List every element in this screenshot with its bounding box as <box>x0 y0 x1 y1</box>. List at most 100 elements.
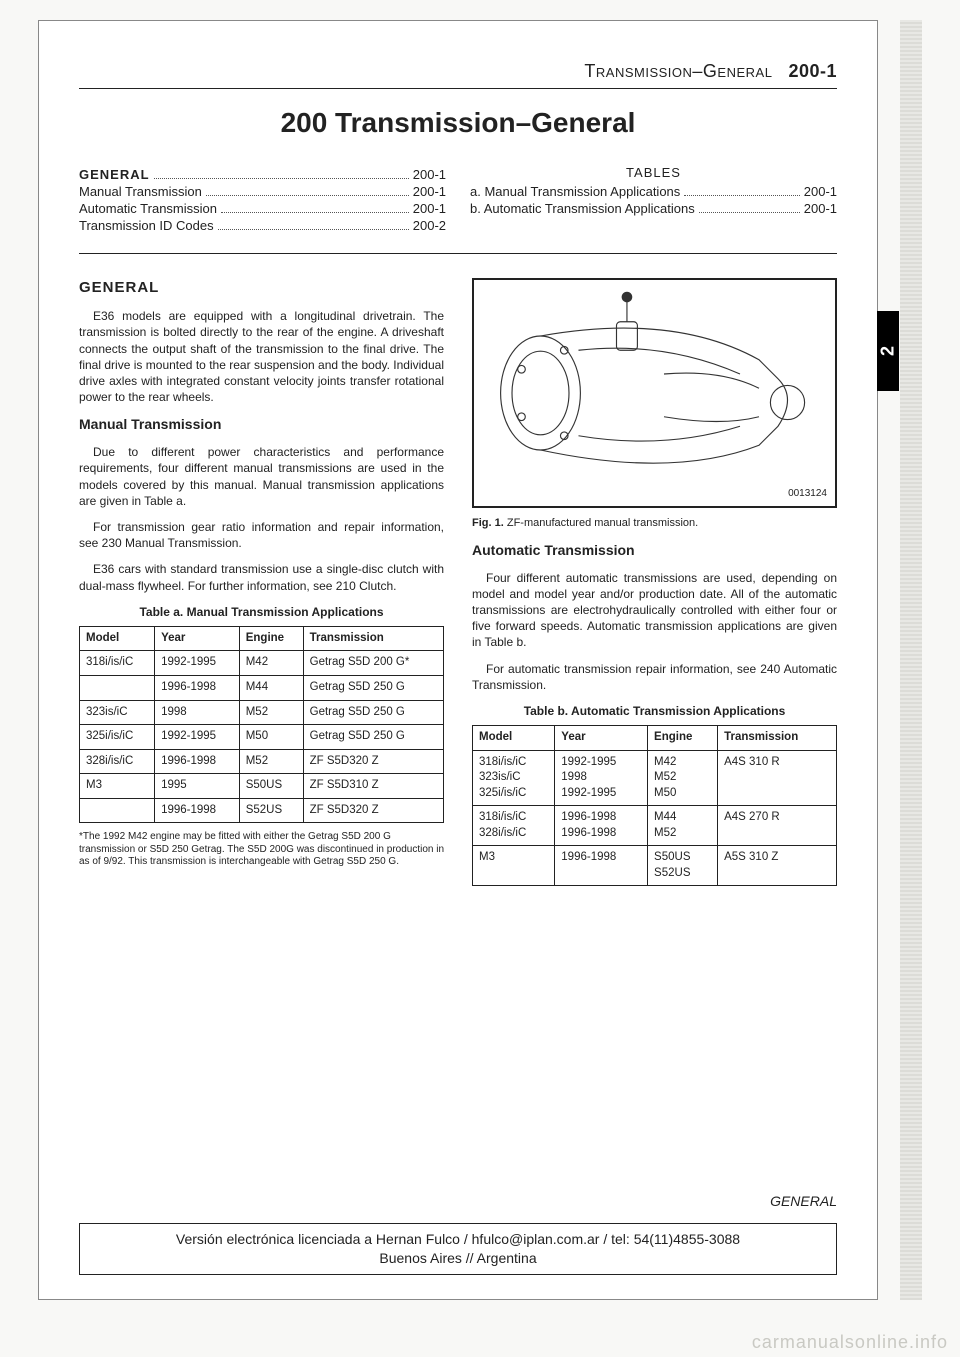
table-cell: 1996-1998 <box>155 749 240 774</box>
table-cell: Getrag S5D 200 G* <box>303 651 443 676</box>
license-box: Versión electrónica licenciada a Hernan … <box>79 1223 837 1275</box>
table-header: Transmission <box>718 726 837 751</box>
left-column: GENERAL E36 models are equipped with a l… <box>79 278 444 894</box>
table-row: 328i/is/iC1996-1998M52ZF S5D320 Z <box>80 749 444 774</box>
table-cell: M52 <box>239 749 303 774</box>
footer-section-label: GENERAL <box>770 1193 837 1209</box>
figure-id: 0013124 <box>788 487 827 501</box>
license-line-2: Buenos Aires // Argentina <box>88 1249 828 1268</box>
table-cell: S50US <box>239 774 303 799</box>
table-header: Engine <box>239 626 303 651</box>
table-cell: M50 <box>239 725 303 750</box>
table-b: Model Year Engine Transmission 318i/is/i… <box>472 725 837 886</box>
table-row: 318i/is/iC1992-1995M42Getrag S5D 200 G* <box>80 651 444 676</box>
table-cell: 1996-1998 <box>155 675 240 700</box>
subheading-manual: Manual Transmission <box>79 415 444 434</box>
table-row: 318i/is/iC 328i/is/iC1996-1998 1996-1998… <box>473 806 837 846</box>
toc-item: Automatic Transmission <box>79 201 217 216</box>
toc-item: b. Automatic Transmission Applications <box>470 201 695 216</box>
right-column: 0013124 Fig. 1. ZF-manufactured manual t… <box>472 278 837 894</box>
table-cell: 1995 <box>155 774 240 799</box>
table-cell: ZF S5D310 Z <box>303 774 443 799</box>
table-a-title: Table a. Manual Transmission Application… <box>79 604 444 620</box>
table-a-footnote: The 1992 M42 engine may be fitted with e… <box>79 831 444 869</box>
table-cell: M3 <box>473 846 555 886</box>
table-cell: 1992-1995 1998 1992-1995 <box>555 750 648 806</box>
transmission-illustration-icon <box>474 280 835 506</box>
table-cell: 318i/is/iC <box>80 651 155 676</box>
table-header: Model <box>473 726 555 751</box>
table-row: 318i/is/iC 323is/iC 325i/is/iC1992-1995 … <box>473 750 837 806</box>
page: Transmission–General 200-1 200 Transmiss… <box>38 20 878 1300</box>
header-section: Transmission–General <box>584 61 772 82</box>
table-header: Year <box>155 626 240 651</box>
table-header: Engine <box>648 726 718 751</box>
table-header: Transmission <box>303 626 443 651</box>
table-cell: 328i/is/iC <box>80 749 155 774</box>
table-row: M31995S50USZF S5D310 Z <box>80 774 444 799</box>
running-header: Transmission–General 200-1 <box>79 61 837 89</box>
table-cell: Getrag S5D 250 G <box>303 700 443 725</box>
scan-artifact <box>900 20 922 1300</box>
table-cell: ZF S5D320 Z <box>303 749 443 774</box>
table-cell: 1996-1998 1996-1998 <box>555 806 648 846</box>
table-b-title: Table b. Automatic Transmission Applicat… <box>472 703 837 719</box>
paragraph: Four different automatic transmissions a… <box>472 570 837 651</box>
table-row: 1996-1998S52USZF S5D320 Z <box>80 798 444 823</box>
header-page: 200-1 <box>788 61 837 82</box>
table-cell: 325i/is/iC <box>80 725 155 750</box>
table-cell: 318i/is/iC 328i/is/iC <box>473 806 555 846</box>
table-header: Year <box>555 726 648 751</box>
table-cell: S52US <box>239 798 303 823</box>
figure-1: 0013124 <box>472 278 837 508</box>
table-a: Model Year Engine Transmission 318i/is/i… <box>79 626 444 823</box>
section-tab: 2 <box>877 311 899 391</box>
paragraph: E36 models are equipped with a longitudi… <box>79 308 444 405</box>
table-cell <box>80 675 155 700</box>
table-cell: M44 <box>239 675 303 700</box>
section-heading-general: GENERAL <box>79 278 444 298</box>
toc-item: a. Manual Transmission Applications <box>470 184 680 199</box>
table-row: 323is/iC1998M52Getrag S5D 250 G <box>80 700 444 725</box>
toc-item: Manual Transmission <box>79 184 202 199</box>
table-cell: 323is/iC <box>80 700 155 725</box>
figure-label: Fig. 1. <box>472 517 504 529</box>
license-line-1: Versión electrónica licenciada a Hernan … <box>88 1230 828 1249</box>
table-cell: Getrag S5D 250 G <box>303 675 443 700</box>
table-cell <box>80 798 155 823</box>
paragraph: Due to different power characteristics a… <box>79 444 444 509</box>
figure-text: ZF-manufactured manual transmission. <box>507 517 698 529</box>
paragraph: For automatic transmission repair inform… <box>472 661 837 693</box>
table-cell: ZF S5D320 Z <box>303 798 443 823</box>
table-cell: A5S 310 Z <box>718 846 837 886</box>
table-cell: A4S 310 R <box>718 750 837 806</box>
table-cell: M44 M52 <box>648 806 718 846</box>
table-cell: 318i/is/iC 323is/iC 325i/is/iC <box>473 750 555 806</box>
toc-item: GENERAL <box>79 167 150 182</box>
table-cell: M52 <box>239 700 303 725</box>
toc-right: TABLES a. Manual Transmission Applicatio… <box>470 165 837 235</box>
toc-left: GENERAL200-1 Manual Transmission200-1 Au… <box>79 165 446 235</box>
table-cell: Getrag S5D 250 G <box>303 725 443 750</box>
toc-tables-heading: TABLES <box>470 165 837 180</box>
table-cell: M3 <box>80 774 155 799</box>
table-cell: 1996-1998 <box>155 798 240 823</box>
table-cell: M42 M52 M50 <box>648 750 718 806</box>
table-of-contents: GENERAL200-1 Manual Transmission200-1 Au… <box>79 165 837 254</box>
table-row: 325i/is/iC1992-1995M50Getrag S5D 250 G <box>80 725 444 750</box>
table-cell: 1996-1998 <box>555 846 648 886</box>
subheading-automatic: Automatic Transmission <box>472 541 837 560</box>
table-cell: M42 <box>239 651 303 676</box>
table-row: M31996-1998S50US S52USA5S 310 Z <box>473 846 837 886</box>
toc-item: Transmission ID Codes <box>79 218 214 233</box>
watermark: carmanualsonline.info <box>752 1332 948 1353</box>
table-header: Model <box>80 626 155 651</box>
paragraph: For transmission gear ratio information … <box>79 519 444 551</box>
figure-caption: Fig. 1. ZF-manufactured manual transmiss… <box>472 516 837 531</box>
paragraph: E36 cars with standard transmission use … <box>79 561 444 593</box>
body-columns: GENERAL E36 models are equipped with a l… <box>79 278 837 894</box>
table-row: 1996-1998M44Getrag S5D 250 G <box>80 675 444 700</box>
table-cell: 1998 <box>155 700 240 725</box>
table-cell: 1992-1995 <box>155 651 240 676</box>
table-cell: S50US S52US <box>648 846 718 886</box>
